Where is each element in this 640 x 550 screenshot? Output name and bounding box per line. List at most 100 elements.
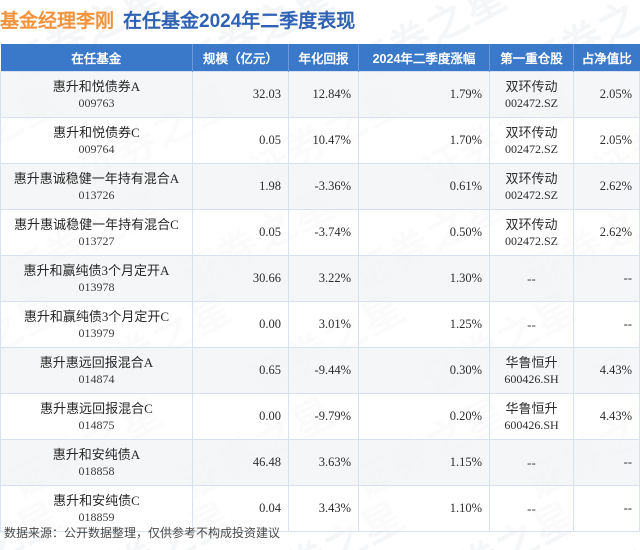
fund-name: 惠升惠远回报混合A xyxy=(39,354,154,370)
column-header-top-stock[interactable]: 第一重仓股 xyxy=(489,44,574,72)
table-row[interactable]: 惠升和赢纯债3个月定开A 013978 30.66 3.22% 1.30% -- -- xyxy=(0,255,640,302)
cell-annual-return: -9.79% xyxy=(288,393,359,440)
fund-code: 009764 xyxy=(78,142,115,157)
top-stock-code: 600426.SH xyxy=(504,418,559,433)
cell-nav-ratio: 2.05% xyxy=(573,117,640,164)
table-row[interactable]: 惠升惠远回报混合A 014874 0.65 -9.44% 0.30% 华鲁恒升 600426… xyxy=(0,347,640,394)
table-row[interactable]: 惠升和悦债券C 009764 0.05 10.47% 1.70% 双环传动 002472.S… xyxy=(0,117,640,164)
table-row[interactable]: 惠升和安纯债C 018859 0.04 3.43% 1.10% -- -- xyxy=(0,485,640,532)
cell-top-stock[interactable]: 双环传动 002472.SZ xyxy=(489,71,574,118)
top-stock-name: 华鲁恒升 xyxy=(505,354,558,370)
fund-name: 惠升惠远回报混合C xyxy=(40,400,153,416)
cell-fund[interactable]: 惠升惠诚稳健一年持有混合A 013726 xyxy=(0,163,193,210)
top-stock-name: 双环传动 xyxy=(505,124,558,140)
cell-fund[interactable]: 惠升和悦债券C 009764 xyxy=(0,117,193,164)
table-body: 惠升和悦债券A 009763 32.03 12.84% 1.79% 双环传动 002472.… xyxy=(0,71,640,532)
fund-table-container: 在任基金 规模（亿元） 年化回报 2024年二季度涨幅 第一重仓股 占净值比 惠… xyxy=(0,44,640,532)
table-header: 在任基金 规模（亿元） 年化回报 2024年二季度涨幅 第一重仓股 占净值比 xyxy=(0,44,640,72)
cell-nav-ratio: -- xyxy=(573,439,640,486)
fund-name: 惠升和安纯债A xyxy=(52,446,141,462)
cell-top-stock: -- xyxy=(489,439,574,486)
top-stock-code: 002472.SZ xyxy=(504,234,558,249)
column-header-q2-change[interactable]: 2024年二季度涨幅 xyxy=(358,44,490,72)
fund-code: 018858 xyxy=(78,464,115,479)
cell-scale: 30.66 xyxy=(192,255,289,302)
column-header-scale[interactable]: 规模（亿元） xyxy=(192,44,289,72)
cell-q2-change: 0.50% xyxy=(358,209,490,256)
cell-scale: 0.04 xyxy=(192,485,289,532)
cell-top-stock[interactable]: 双环传动 002472.SZ xyxy=(489,163,574,210)
cell-scale: 0.05 xyxy=(192,117,289,164)
cell-fund[interactable]: 惠升和安纯债C 018859 xyxy=(0,485,193,532)
title-subject: 在任基金2024年二季度表现 xyxy=(123,10,356,32)
cell-nav-ratio: 2.62% xyxy=(573,163,640,210)
cell-scale: 46.48 xyxy=(192,439,289,486)
fund-code: 013978 xyxy=(78,280,115,295)
table-row[interactable]: 惠升惠诚稳健一年持有混合A 013726 1.98 -3.36% 0.61% 双环传动 00… xyxy=(0,163,640,210)
cell-annual-return: 3.01% xyxy=(288,301,359,348)
cell-top-stock[interactable]: 双环传动 002472.SZ xyxy=(489,117,574,164)
cell-fund[interactable]: 惠升惠远回报混合C 014875 xyxy=(0,393,193,440)
cell-fund[interactable]: 惠升惠诚稳健一年持有混合C 013727 xyxy=(0,209,193,256)
cell-top-stock: -- xyxy=(489,301,574,348)
cell-scale: 32.03 xyxy=(192,71,289,118)
fund-code: 018859 xyxy=(78,510,115,525)
cell-annual-return: 12.84% xyxy=(288,71,359,118)
fund-performance-table: 在任基金 规模（亿元） 年化回报 2024年二季度涨幅 第一重仓股 占净值比 惠… xyxy=(0,44,640,532)
cell-q2-change: 1.10% xyxy=(358,485,490,532)
cell-q2-change: 1.15% xyxy=(358,439,490,486)
fund-name: 惠升和安纯债C xyxy=(53,492,140,508)
cell-annual-return: -3.36% xyxy=(288,163,359,210)
cell-scale: 1.98 xyxy=(192,163,289,210)
column-header-fund[interactable]: 在任基金 xyxy=(0,44,193,72)
top-stock-name: -- xyxy=(527,500,536,516)
cell-fund[interactable]: 惠升和赢纯债3个月定开C 013979 xyxy=(0,301,193,348)
top-stock-name: 华鲁恒升 xyxy=(505,400,558,416)
top-stock-name: -- xyxy=(527,454,536,470)
fund-code: 014875 xyxy=(78,418,115,433)
column-header-nav-ratio[interactable]: 占净值比 xyxy=(573,44,640,72)
cell-annual-return: 3.22% xyxy=(288,255,359,302)
data-source-note: 数据来源：公开数据整理，仅供参考不构成投资建议 xyxy=(4,526,281,540)
cell-q2-change: 1.25% xyxy=(358,301,490,348)
cell-nav-ratio: -- xyxy=(573,485,640,532)
fund-code: 013726 xyxy=(78,188,115,203)
cell-scale: 0.65 xyxy=(192,347,289,394)
cell-annual-return: 10.47% xyxy=(288,117,359,164)
cell-nav-ratio: 2.62% xyxy=(573,209,640,256)
table-row[interactable]: 惠升惠诚稳健一年持有混合C 013727 0.05 -3.74% 0.50% 双环传动 00… xyxy=(0,209,640,256)
cell-q2-change: 0.61% xyxy=(358,163,490,210)
top-stock-code: 002472.SZ xyxy=(504,142,558,157)
fund-name: 惠升和赢纯债3个月定开A xyxy=(23,262,170,278)
cell-fund[interactable]: 惠升惠远回报混合A 014874 xyxy=(0,347,193,394)
cell-q2-change: 1.30% xyxy=(358,255,490,302)
top-stock-name: 双环传动 xyxy=(505,170,558,186)
top-stock-code: 600426.SH xyxy=(504,372,559,387)
top-stock-name: -- xyxy=(527,316,536,332)
fund-code: 013979 xyxy=(78,326,115,341)
cell-top-stock[interactable]: 华鲁恒升 600426.SH xyxy=(489,347,574,394)
cell-fund[interactable]: 惠升和悦债券A 009763 xyxy=(0,71,193,118)
cell-annual-return: 3.43% xyxy=(288,485,359,532)
cell-fund[interactable]: 惠升和安纯债A 018858 xyxy=(0,439,193,486)
table-row[interactable]: 惠升和安纯债A 018858 46.48 3.63% 1.15% -- -- xyxy=(0,439,640,486)
fund-name: 惠升和赢纯债3个月定开C xyxy=(23,308,170,324)
table-header-row: 在任基金 规模（亿元） 年化回报 2024年二季度涨幅 第一重仓股 占净值比 xyxy=(0,44,640,72)
fund-name: 惠升和悦债券A xyxy=(52,78,141,94)
cell-top-stock[interactable]: 双环传动 002472.SZ xyxy=(489,209,574,256)
table-row[interactable]: 惠升和赢纯债3个月定开C 013979 0.00 3.01% 1.25% -- -- xyxy=(0,301,640,348)
page-title: 基金经理李刚 在任基金2024年二季度表现 xyxy=(0,6,640,36)
column-header-annual-return[interactable]: 年化回报 xyxy=(288,44,359,72)
title-manager-name: 基金经理李刚 xyxy=(0,10,115,32)
fund-name: 惠升惠诚稳健一年持有混合A xyxy=(13,170,180,186)
top-stock-code: 002472.SZ xyxy=(504,96,558,111)
table-row[interactable]: 惠升和悦债券A 009763 32.03 12.84% 1.79% 双环传动 002472.… xyxy=(0,71,640,118)
table-row[interactable]: 惠升惠远回报混合C 014875 0.00 -9.79% 0.20% 华鲁恒升 600426… xyxy=(0,393,640,440)
cell-top-stock[interactable]: 华鲁恒升 600426.SH xyxy=(489,393,574,440)
cell-q2-change: 1.70% xyxy=(358,117,490,164)
cell-nav-ratio: 4.43% xyxy=(573,347,640,394)
cell-fund[interactable]: 惠升和赢纯债3个月定开A 013978 xyxy=(0,255,193,302)
top-stock-name: -- xyxy=(527,270,536,286)
fund-name: 惠升和悦债券C xyxy=(53,124,140,140)
cell-annual-return: 3.63% xyxy=(288,439,359,486)
